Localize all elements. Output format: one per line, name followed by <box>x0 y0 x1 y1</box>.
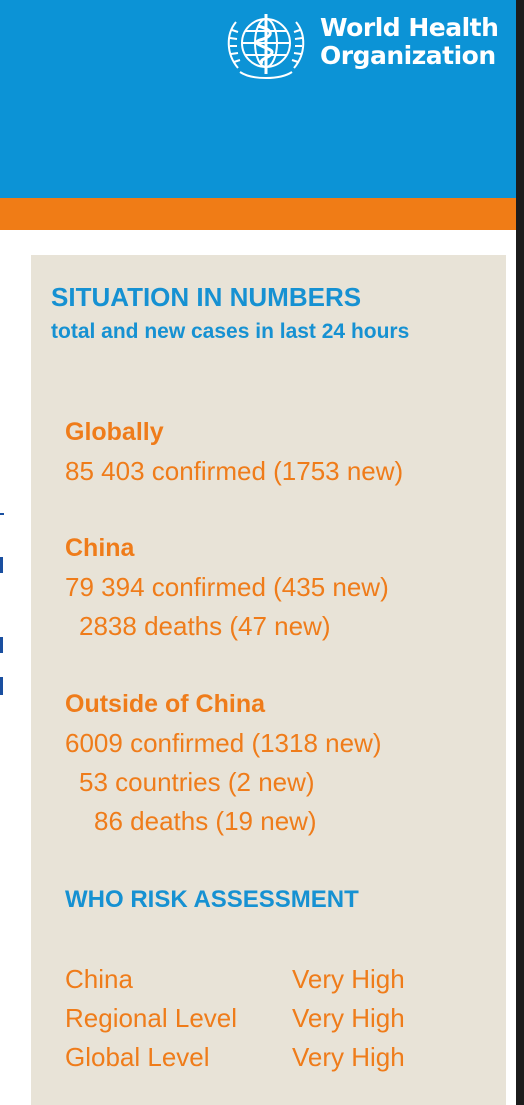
outside-deaths: 86 deaths (19 new) <box>94 806 317 836</box>
outside-confirmed: 6009 confirmed (1318 new) <box>65 728 382 758</box>
risk-level-value: Very High <box>292 1003 405 1033</box>
logo-wordmark: World Health Organization <box>320 13 499 70</box>
risk-level-label: Regional Level <box>65 1003 238 1033</box>
risk-level-label: Global Level <box>65 1042 210 1072</box>
page-edge <box>516 0 524 1105</box>
section-china: China 79 394 confirmed (435 new) 2838 de… <box>65 529 389 646</box>
text-fragment <box>0 637 3 653</box>
risk-level-label: China <box>65 964 133 994</box>
risk-assessment-heading: WHO RISK ASSESSMENT <box>65 886 359 913</box>
section-heading-global: Globally <box>65 418 164 446</box>
logo-line-2: Organization <box>320 41 496 70</box>
section-heading-china: China <box>65 534 135 562</box>
section-outside-china: Outside of China 6009 confirmed (1318 ne… <box>65 685 382 841</box>
global-confirmed: 85 403 confirmed (1753 new) <box>65 456 404 486</box>
risk-level-value: Very High <box>292 964 405 994</box>
section-global: Globally 85 403 confirmed (1753 new) <box>65 413 403 491</box>
risk-row: Global Level Very High <box>65 1038 405 1077</box>
who-logo[interactable]: World Health Organization <box>218 0 508 86</box>
text-fragment <box>0 557 3 573</box>
panel-title: SITUATION IN NUMBERS <box>51 282 362 312</box>
who-emblem-icon <box>227 14 305 79</box>
section-heading-outside-china: Outside of China <box>65 690 265 718</box>
text-fragment <box>0 513 4 515</box>
risk-level-value: Very High <box>292 1042 405 1072</box>
logo-line-1: World Health <box>320 13 499 42</box>
china-deaths: 2838 deaths (47 new) <box>79 611 331 641</box>
risk-assessment-table: China Very High Regional Level Very High… <box>65 960 405 1077</box>
china-confirmed: 79 394 confirmed (435 new) <box>65 572 389 602</box>
text-fragment <box>0 677 3 695</box>
header-banner <box>0 0 516 198</box>
accent-bar <box>0 198 516 230</box>
risk-row: China Very High <box>65 960 405 999</box>
risk-row: Regional Level Very High <box>65 999 405 1038</box>
panel-subtitle: total and new cases in last 24 hours <box>51 320 410 343</box>
outside-countries: 53 countries (2 new) <box>79 767 315 797</box>
situation-panel: SITUATION IN NUMBERS total and new cases… <box>31 255 506 1105</box>
